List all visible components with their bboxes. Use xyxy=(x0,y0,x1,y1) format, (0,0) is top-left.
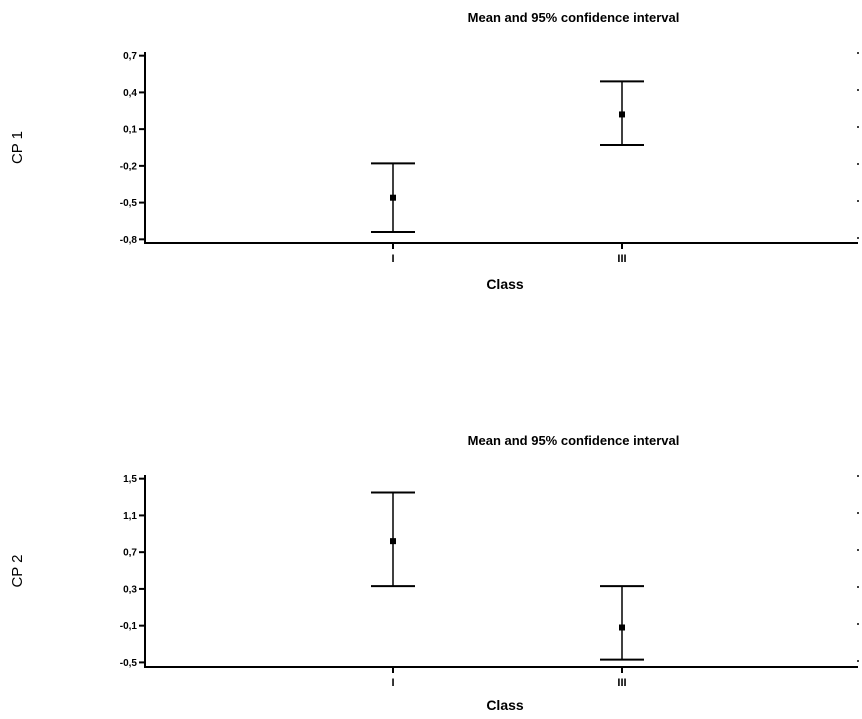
chart-1-y-tick-label: -0,1 xyxy=(120,621,138,632)
chart-1-y-tick-label: 1,1 xyxy=(123,511,137,522)
chart-1-y-axis-label: CP 2 xyxy=(9,554,26,587)
chart-1-mean-point xyxy=(390,538,396,545)
chart-0-errorbar-2 xyxy=(600,80,644,147)
chart-0-errorbar-1 xyxy=(371,162,415,233)
chart-1-errorbar-2 xyxy=(600,585,644,661)
chart-0-y-tick-label: -0,2 xyxy=(120,161,138,172)
chart-0-y-tick-label: -0,5 xyxy=(120,198,138,209)
chart-1-y-tick-label: 0,3 xyxy=(123,584,137,595)
chart-1-errorbar-1 xyxy=(371,491,415,588)
chart-1-x-axis-label: Class xyxy=(486,697,524,713)
chart-0-y-tick-label: 0,7 xyxy=(123,51,137,62)
chart-0-y-tick-label: -0,8 xyxy=(120,235,138,246)
chart-1-y-tick-label: -0,5 xyxy=(120,658,138,669)
chart-0-y-tick-label: 0,1 xyxy=(123,125,137,136)
chart-1-x-tick-label: III xyxy=(617,677,626,689)
chart-cp1: Mean and 95% confidence interval CP 1 0,7 0… xyxy=(9,10,859,292)
chart-1-mean-point xyxy=(619,624,625,631)
chart-0-y-axis-label: CP 1 xyxy=(9,131,26,164)
chart-cp2: Mean and 95% confidence interval CP 2 1,5 1… xyxy=(9,433,859,713)
chart-1-title: Mean and 95% confidence interval xyxy=(468,433,680,448)
chart-0-mean-point xyxy=(390,194,396,201)
chart-0-x-axis-label: Class xyxy=(486,276,524,292)
chart-0-x-tick-label: III xyxy=(617,253,626,265)
chart-0-y-tick-label: 0,4 xyxy=(123,88,137,99)
chart-0-mean-point xyxy=(619,111,625,118)
chart-1-y-tick-label: 1,5 xyxy=(123,474,137,485)
chart-0-title: Mean and 95% confidence interval xyxy=(468,10,680,25)
chart-1-x-tick-label: I xyxy=(391,677,394,689)
chart-0-x-tick-label: I xyxy=(391,253,394,265)
chart-1-y-tick-label: 0,7 xyxy=(123,548,137,559)
